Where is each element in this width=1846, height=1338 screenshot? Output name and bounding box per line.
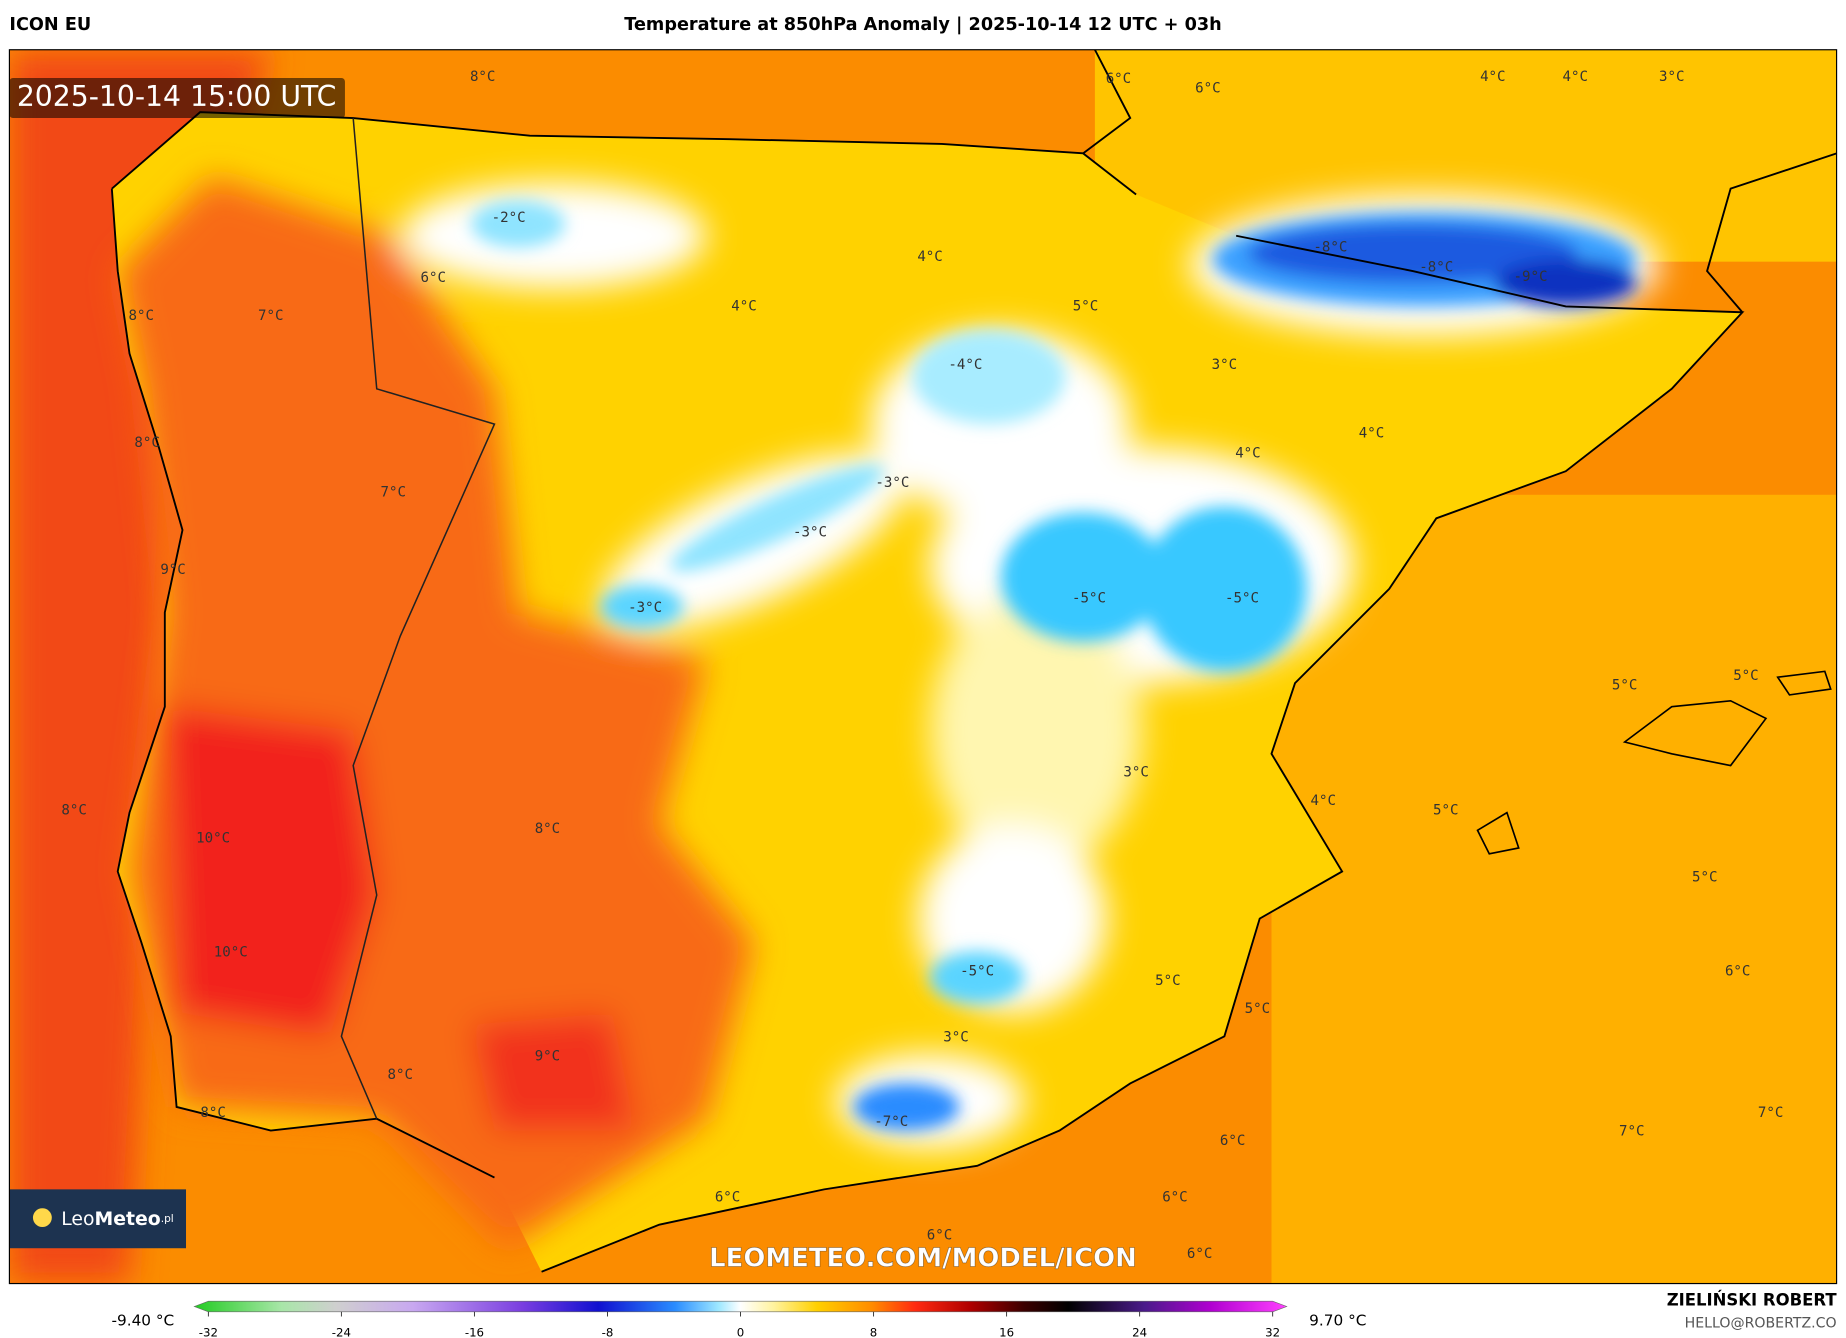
temperature-label: -5°C [960, 964, 994, 980]
temperature-label: 4°C [917, 249, 942, 265]
temperature-label: 6°C [1195, 81, 1220, 97]
colorbar-tick-label: -16 [465, 1325, 484, 1338]
temperature-label: 10°C [214, 945, 248, 961]
temperature-label: 9°C [160, 562, 185, 578]
temperature-label: -3°C [875, 475, 909, 491]
temperature-label: 4°C [1562, 69, 1587, 85]
temperature-label: -3°C [628, 600, 662, 616]
temperature-label: 5°C [1245, 1001, 1270, 1017]
logo-suffix: .pl [161, 1213, 174, 1225]
logo-light: Leo [61, 1208, 94, 1229]
temperature-label: 6°C [421, 270, 446, 286]
temperature-label: -8°C [1419, 260, 1453, 276]
temperature-label: 4°C [731, 298, 756, 314]
temperature-label: 8°C [470, 69, 495, 85]
coastline [110, 49, 1837, 1273]
temperature-label: 4°C [1235, 446, 1260, 462]
temperature-label: 3°C [1659, 69, 1684, 85]
temperature-label: 10°C [196, 831, 230, 847]
temperature-label: 5°C [1433, 802, 1458, 818]
temperature-label: 3°C [943, 1029, 968, 1045]
temperature-label: 6°C [715, 1190, 740, 1206]
temperature-label: 7°C [1619, 1124, 1644, 1140]
temperature-label: -3°C [793, 524, 827, 540]
temperature-label: 6°C [1725, 964, 1750, 980]
map-frame [8, 49, 1838, 1285]
temperature-label: 8°C [388, 1067, 413, 1083]
temperature-label: 3°C [1212, 357, 1237, 373]
map-labels: 8°C 6°C 6°C 4°C 4°C 3°C -2°C -8°C -8°C -9°C 6°C 4°C… [61, 69, 1783, 1262]
temperature-label: 5°C [1073, 298, 1098, 314]
temperature-label: 8°C [129, 308, 154, 324]
colorbar-tick-label: 24 [1132, 1325, 1147, 1338]
watermark: LEOMETEO.COM/MODEL/ICON [709, 1243, 1137, 1273]
temperature-label: 5°C [1692, 869, 1717, 885]
temperature-label: 3°C [1123, 765, 1148, 781]
temperature-label: 4°C [1480, 69, 1505, 85]
temperature-label: 4°C [1311, 793, 1336, 809]
temperature-label: 6°C [1162, 1190, 1187, 1206]
temperature-label: -2°C [492, 210, 526, 226]
temperature-label: -5°C [1225, 590, 1259, 606]
logo-sun [32, 1208, 52, 1228]
temperature-label: 7°C [380, 484, 405, 500]
temperature-label: 6°C [1220, 1133, 1245, 1149]
temperature-label: 6°C [927, 1227, 952, 1243]
cold-cores [470, 200, 1637, 1131]
logo: LeoMeteo.pl [61, 1208, 174, 1229]
temperature-label: 8°C [61, 802, 86, 818]
temperature-label: 7°C [258, 308, 283, 324]
author: ZIELIŃSKI ROBERT [1667, 1291, 1838, 1310]
colorbar-tick-label: -32 [199, 1325, 218, 1338]
colorbar-tick-label: 32 [1265, 1325, 1280, 1338]
colorbar-max: 9.70 °C [1309, 1312, 1366, 1330]
email: HELLO@ROBERTZ.CO [1685, 1316, 1837, 1332]
colorbar-tick-label: -8 [602, 1325, 614, 1338]
atlantic [9, 49, 271, 1284]
colorbar-tick-label: -24 [332, 1325, 351, 1338]
colorbar: -9.40 °C 9.70 °C -32 -24 -16 -8 0 8 16 24 32 [111, 1300, 1366, 1338]
model-name: ICON EU [9, 15, 91, 35]
temperature-label: 9°C [535, 1048, 560, 1064]
temperature-label: -8°C [1313, 240, 1347, 256]
temperature-label: -9°C [1513, 269, 1547, 285]
sea-east [1271, 494, 1837, 1284]
temperature-label: 4°C [1359, 426, 1384, 442]
timestamp: 2025-10-14 15:00 UTC [17, 80, 337, 113]
timestamp-box [9, 77, 345, 119]
islands [1476, 670, 1832, 855]
map: 8°C 6°C 6°C 4°C 4°C 3°C -2°C -8°C -8°C -9°C 6°C 4°C… [9, 49, 1837, 1284]
temperature-label: 6°C [1187, 1246, 1212, 1262]
temperature-label: -7°C [874, 1114, 908, 1130]
temperature-label: 6°C [1106, 71, 1131, 87]
map-title: Temperature at 850hPa Anomaly | 2025-10-… [624, 15, 1221, 35]
colorbar-tick-label: 16 [999, 1325, 1014, 1338]
colorbar-tick-label: 8 [870, 1325, 878, 1338]
temperature-label: 5°C [1733, 668, 1758, 684]
temperature-label: 7°C [1758, 1105, 1783, 1121]
temperature-label: -5°C [1072, 590, 1106, 606]
temperature-label: 5°C [1155, 973, 1180, 989]
temperature-label: 8°C [134, 435, 159, 451]
temperature-label: 5°C [1612, 677, 1637, 693]
colorbar-min: -9.40 °C [111, 1312, 174, 1330]
temperature-label: 8°C [535, 821, 560, 837]
temperature-label: -4°C [948, 357, 982, 373]
logo-bold: Meteo [94, 1208, 160, 1229]
border [340, 117, 496, 1120]
temperature-label: 8°C [200, 1105, 225, 1121]
colorbar-tick-label: 0 [737, 1325, 745, 1338]
colorbar-ramp [193, 1300, 1288, 1313]
